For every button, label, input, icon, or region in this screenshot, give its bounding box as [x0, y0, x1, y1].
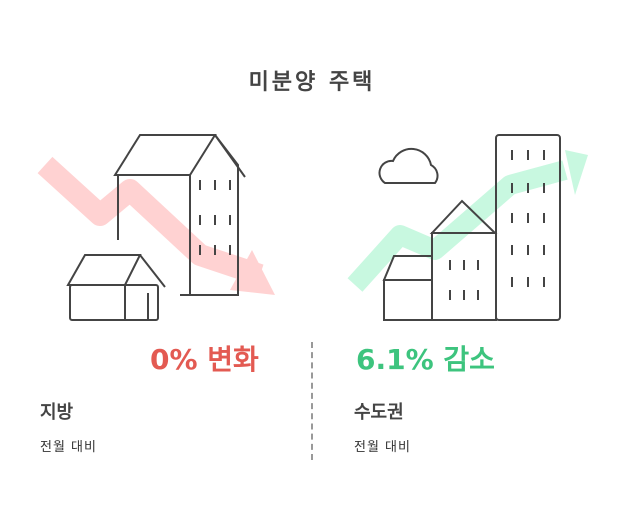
buildings-up-arrow-icon [347, 134, 588, 321]
left-comparison: 전월 대비 [40, 440, 97, 455]
page-title: 미분양 주택 [248, 70, 376, 95]
houses-down-arrow-icon [37, 134, 275, 321]
divider [311, 342, 313, 460]
right-comparison: 전월 대비 [354, 440, 411, 455]
left-stat: 0% 변화 [150, 343, 259, 376]
right-region: 수도권 [354, 402, 404, 423]
right-stat: 6.1% 감소 [356, 343, 495, 376]
left-region: 지방 [40, 402, 74, 423]
